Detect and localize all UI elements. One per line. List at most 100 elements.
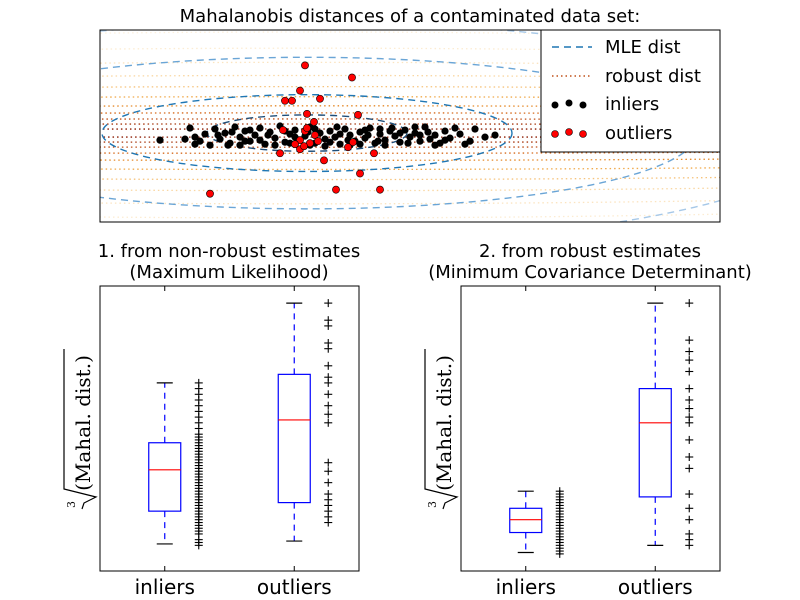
boxplot-mle-box-inliers <box>148 378 203 550</box>
data-point-marker <box>685 404 694 413</box>
boxplot-mcd-title-line1: 2. from robust estimates <box>479 241 701 262</box>
robust-dist-contour <box>100 112 720 154</box>
inlier-point <box>224 141 232 149</box>
boxplot-mcd-ylabel-text: (Mahal. dist.) <box>432 355 456 491</box>
data-point-marker <box>324 410 333 419</box>
data-point-marker <box>685 464 694 473</box>
legend-robust-label: robust dist <box>605 66 701 87</box>
legend-inliers-swatch <box>551 99 587 109</box>
robust-dist-contour <box>100 74 720 192</box>
inlier-point <box>376 130 384 138</box>
inlier-point <box>424 128 432 136</box>
inlier-point <box>471 125 479 133</box>
data-point-marker <box>685 396 694 404</box>
inlier-point <box>441 136 449 144</box>
data-point-marker <box>685 336 694 345</box>
data-point-marker <box>685 356 694 365</box>
outlier-point <box>320 156 328 165</box>
inlier-point <box>481 133 489 141</box>
data-point-marker <box>685 490 694 499</box>
inlier-point <box>451 124 459 132</box>
legend-mle-label: MLE dist <box>605 37 681 58</box>
data-point-marker <box>685 435 694 444</box>
data-point-marker <box>555 487 564 496</box>
boxplot-mle-area <box>148 299 333 550</box>
inlier-point <box>264 131 272 139</box>
mle-dist-contour <box>101 93 513 173</box>
outlier-point <box>348 73 356 82</box>
outlier-point <box>296 136 304 145</box>
data-point-marker <box>324 478 333 487</box>
data-point-marker <box>685 347 694 356</box>
inlier-point <box>491 131 499 139</box>
scatter-panel: Mahalanobis distances of a contaminated … <box>99 6 721 223</box>
boxplot-mle-title-line1: 1. from non-robust estimates <box>98 241 360 262</box>
outlier-point <box>356 169 364 178</box>
boxplot-mcd-frame <box>460 285 721 572</box>
boxplot-mcd-title-line2: (Minimum Covariance Determinant) <box>428 262 752 283</box>
inlier-point <box>441 127 449 135</box>
boxplot-mle-xtick-outliers: outliers <box>257 575 332 599</box>
data-point-marker <box>685 367 694 376</box>
outlier-point <box>344 143 352 152</box>
inlier-point <box>326 127 334 135</box>
data-point-marker <box>324 339 333 347</box>
outlier-point <box>349 138 357 147</box>
inlier-point <box>221 129 229 137</box>
inlier-point <box>416 131 424 139</box>
legend-inliers-label: inliers <box>605 94 659 115</box>
inlier-point <box>236 133 244 141</box>
iqr-box <box>509 507 543 534</box>
outlier-point <box>281 96 289 105</box>
outlier-point <box>332 185 340 194</box>
inlier-point <box>431 141 439 149</box>
inlier-point <box>376 125 384 133</box>
inlier-point <box>246 126 254 134</box>
inlier-point <box>466 137 474 145</box>
data-point-marker <box>685 413 694 422</box>
data-point-marker <box>324 390 333 399</box>
inlier-point <box>321 142 329 150</box>
inlier-point <box>228 128 236 136</box>
data-point-marker <box>324 418 333 427</box>
boxplot-mle-frame <box>99 285 360 572</box>
data-point-marker <box>324 373 333 382</box>
iqr-box <box>638 388 672 498</box>
outlier-point <box>310 118 318 126</box>
inlier-point <box>396 129 404 137</box>
data-point-marker <box>324 490 333 499</box>
boxplot-mcd-xtick-outliers: outliers <box>618 575 693 599</box>
data-point-marker <box>324 467 333 476</box>
data-point-marker <box>685 515 694 524</box>
inlier-point <box>186 124 194 132</box>
boxplot-mcd-area <box>509 299 694 558</box>
inlier-point <box>236 141 244 149</box>
inlier-point <box>336 140 344 148</box>
legend-outliers-swatch <box>551 128 587 138</box>
inlier-point <box>333 123 341 131</box>
inlier-point <box>388 124 396 132</box>
inlier-point <box>261 140 269 148</box>
inlier-point <box>404 139 412 147</box>
inlier-point <box>214 131 222 139</box>
boxplot-mcd-box-outliers <box>638 299 694 550</box>
inlier-point <box>311 125 319 133</box>
data-point-marker <box>685 504 694 513</box>
inlier-point <box>211 125 219 133</box>
data-point-marker <box>685 529 694 538</box>
outlier-point <box>316 94 324 103</box>
data-point-marker <box>685 453 694 461</box>
outlier-point <box>314 137 322 146</box>
inlier-point <box>181 135 189 143</box>
outlier-point <box>288 96 296 105</box>
inlier-point <box>364 131 372 139</box>
data-point-marker <box>324 458 333 467</box>
inlier-point <box>206 141 214 149</box>
outlier-point <box>303 124 311 132</box>
outlier-point <box>376 185 384 194</box>
outlier-point <box>303 109 311 118</box>
iqr-box <box>277 373 311 504</box>
data-point-marker <box>324 316 333 325</box>
scatter-title: Mahalanobis distances of a contaminated … <box>180 6 641 27</box>
outlier-point <box>276 149 284 158</box>
